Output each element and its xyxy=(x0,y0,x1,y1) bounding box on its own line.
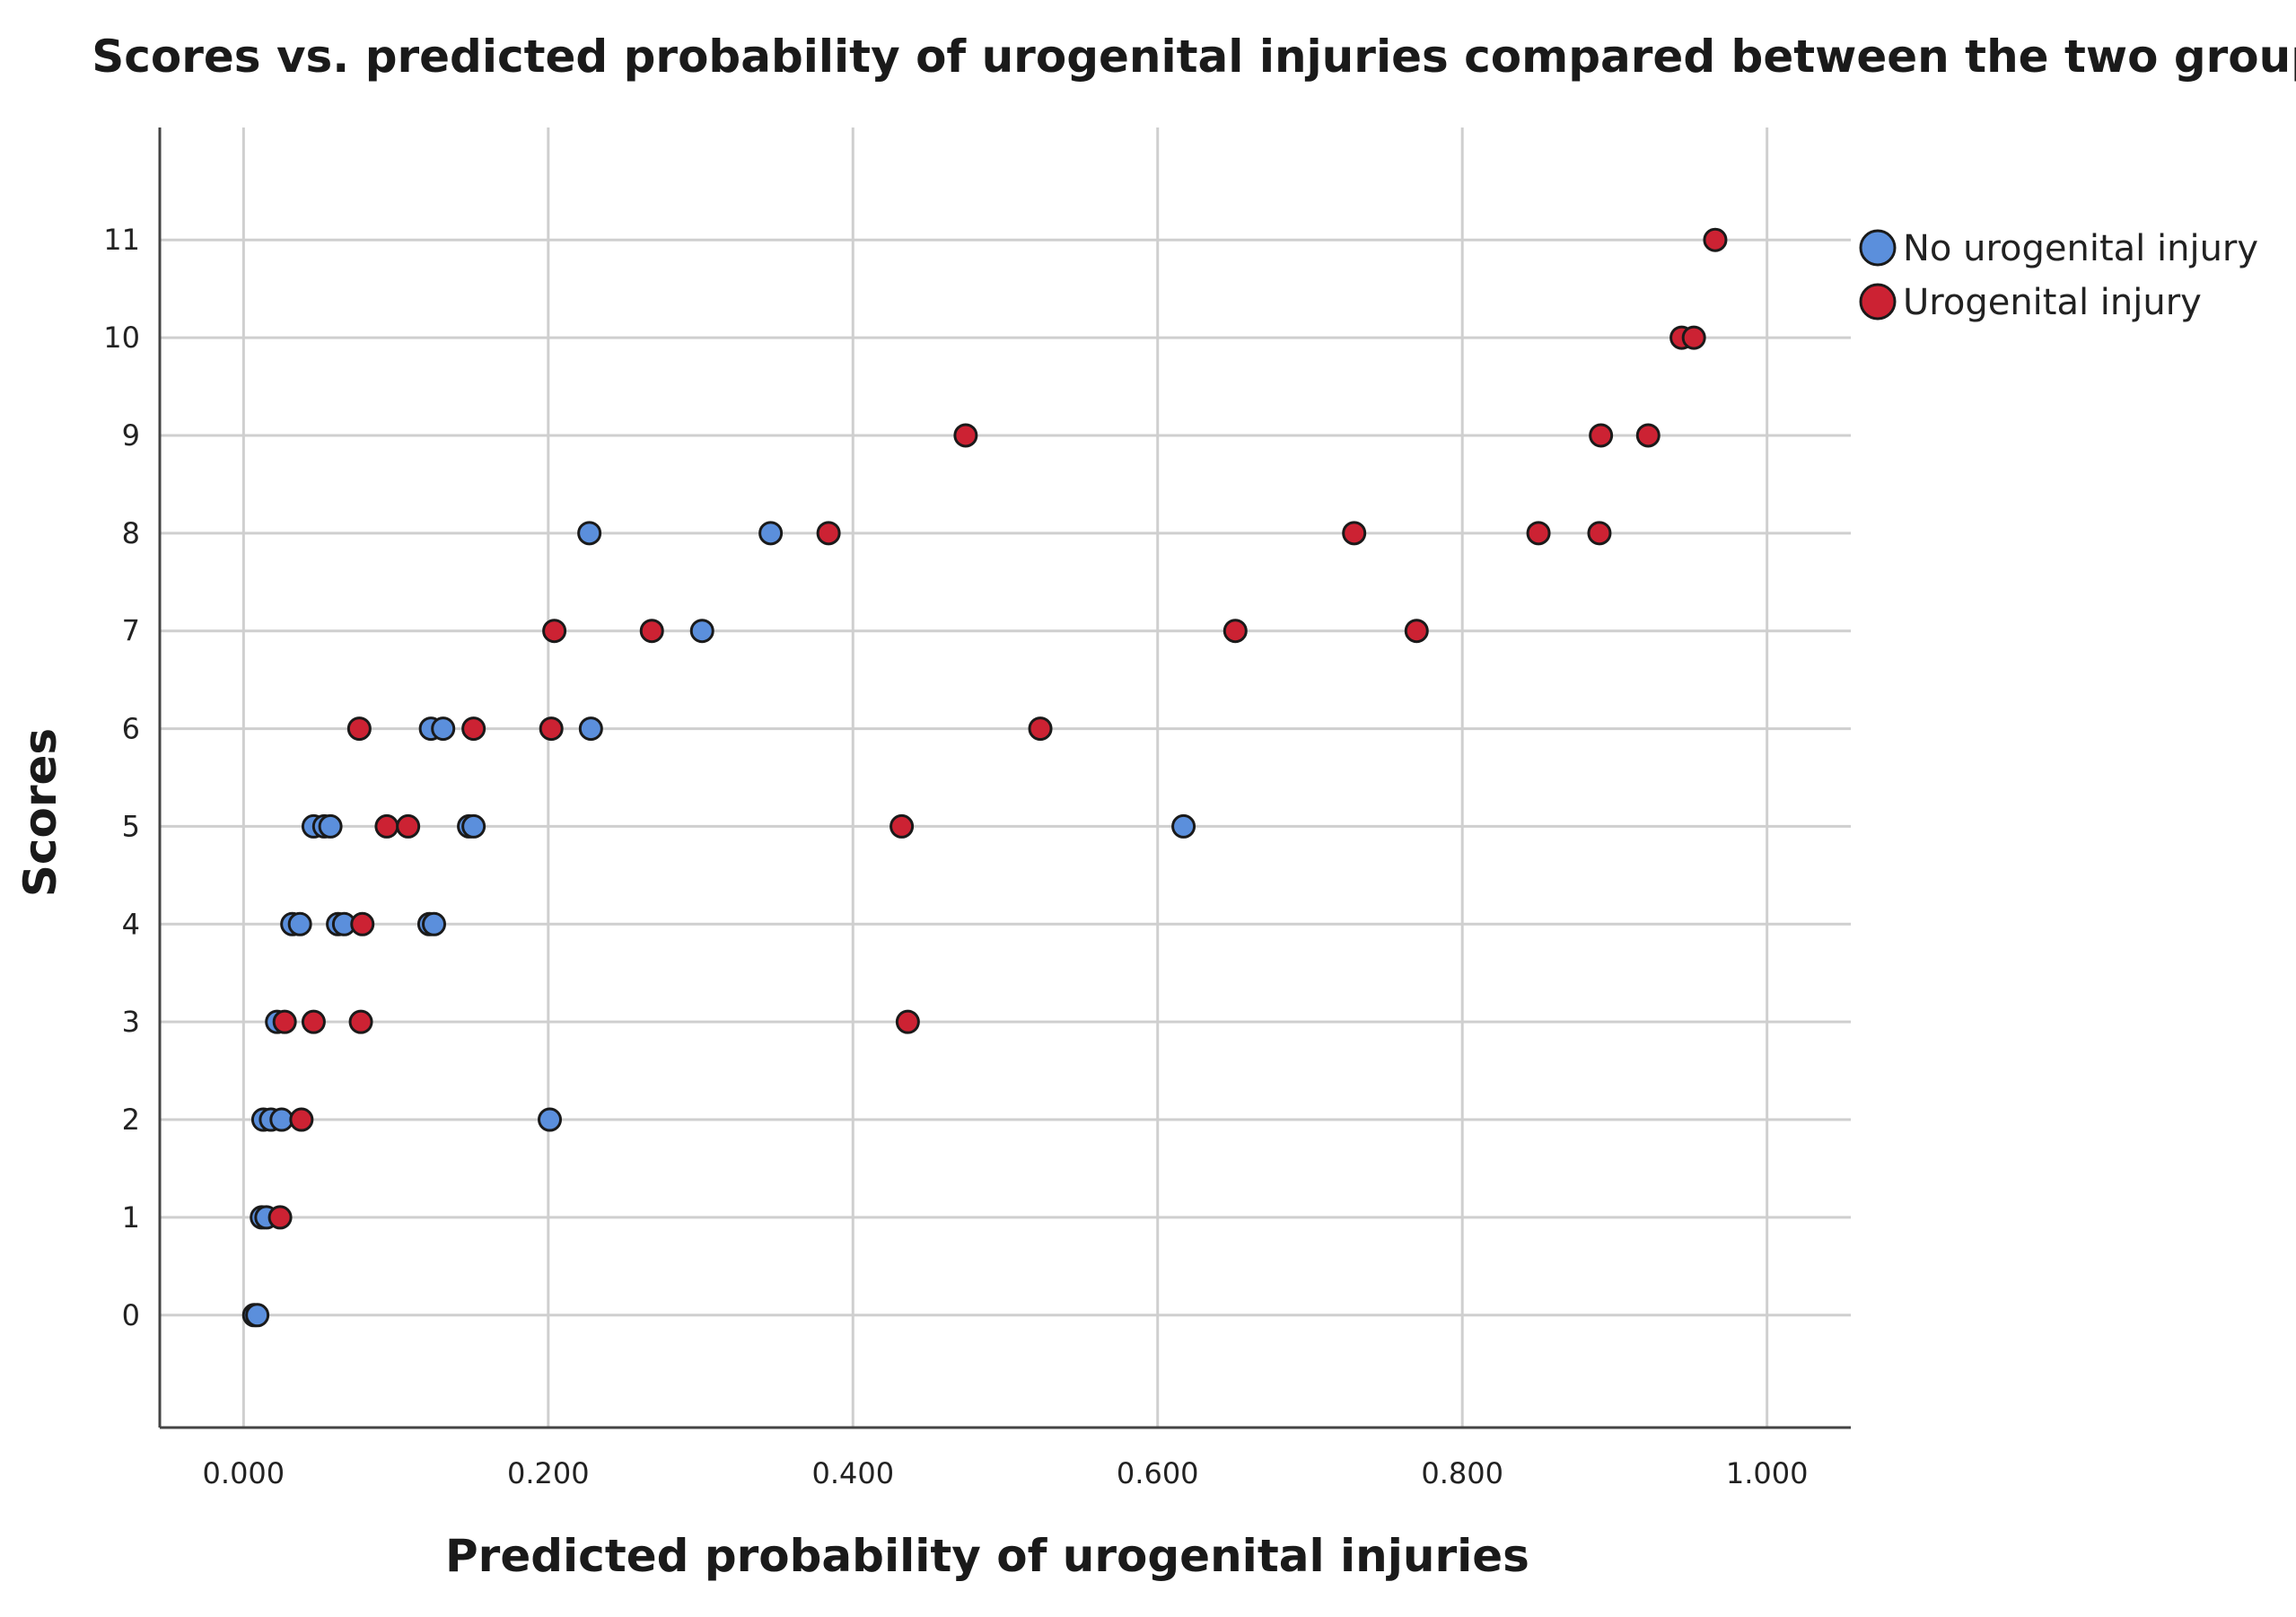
x-tick-label: 0.800 xyxy=(1421,1456,1503,1490)
injury-point xyxy=(289,1107,314,1132)
injury-point xyxy=(1681,325,1706,350)
x-tick-label: 0.400 xyxy=(811,1456,894,1490)
no-injury-point xyxy=(287,911,312,936)
y-tick-label: 9 xyxy=(122,418,140,453)
chart-title: Scores vs. predicted probability of urog… xyxy=(92,31,2296,83)
tick-labels: 0.000 0.200 0.400 0.600 0.800 1.000 0 1 2 3 4 5 6 7 8 9… xyxy=(103,223,1808,1490)
injury-point xyxy=(272,1009,297,1034)
data-points xyxy=(241,227,1728,1328)
axes xyxy=(158,127,1851,1429)
y-tick-label: 1 xyxy=(122,1200,140,1235)
legend-marker-no-injury xyxy=(1859,229,1897,267)
injury-point xyxy=(350,911,375,936)
injury-point xyxy=(895,1009,920,1034)
no-injury-point xyxy=(578,716,603,742)
legend-marker-injury xyxy=(1859,283,1897,321)
legend-label-no-injury: No urogenital injury xyxy=(1903,228,2258,269)
y-tick-label: 7 xyxy=(122,614,140,648)
injury-point xyxy=(1589,423,1614,448)
injury-point xyxy=(542,619,567,644)
no-injury-point xyxy=(318,813,343,839)
x-axis-title: Predicted probability of urogenital inju… xyxy=(445,1530,1529,1582)
no-injury-point xyxy=(269,1107,294,1132)
y-tick-label: 8 xyxy=(122,516,140,550)
injury-point xyxy=(267,1205,293,1230)
injury-point xyxy=(1222,619,1248,644)
injury-point xyxy=(816,521,841,546)
injury-point xyxy=(346,716,372,742)
legend: No urogenital injury Urogenital injury xyxy=(1859,228,2258,323)
injury-point xyxy=(1404,619,1429,644)
x-tick-label: 0.200 xyxy=(507,1456,590,1490)
injury-point xyxy=(1526,521,1551,546)
y-tick-label: 4 xyxy=(122,907,140,941)
no-injury-point xyxy=(422,911,447,936)
legend-label-injury: Urogenital injury xyxy=(1903,282,2202,323)
injury-point xyxy=(1635,423,1661,448)
y-tick-label: 0 xyxy=(122,1298,140,1332)
injury-point xyxy=(396,813,421,839)
injury-point xyxy=(539,716,564,742)
y-tick-label: 11 xyxy=(103,223,140,257)
x-tick-label: 0.600 xyxy=(1117,1456,1199,1490)
no-injury-point xyxy=(245,1303,270,1328)
no-injury-point xyxy=(538,1107,563,1132)
injury-point xyxy=(374,813,399,839)
y-axis-title: Scores xyxy=(14,728,66,897)
y-tick-label: 5 xyxy=(122,809,140,843)
injury-point xyxy=(889,813,915,839)
injury-point xyxy=(1703,227,1728,252)
no-injury-point xyxy=(689,619,714,644)
injury-point xyxy=(1587,521,1612,546)
y-tick-label: 6 xyxy=(122,712,140,746)
injury-point xyxy=(639,619,664,644)
injury-point xyxy=(461,716,486,742)
y-tick-label: 3 xyxy=(122,1005,140,1039)
injury-point xyxy=(1342,521,1367,546)
no-injury-point xyxy=(758,521,784,546)
x-tick-label: 1.000 xyxy=(1726,1456,1809,1490)
grid-lines xyxy=(160,127,1851,1428)
y-tick-label: 10 xyxy=(103,321,140,355)
no-injury-point xyxy=(577,521,602,546)
no-injury-point xyxy=(1171,813,1196,839)
injury-point xyxy=(348,1009,373,1034)
injury-point xyxy=(1028,716,1053,742)
x-tick-label: 0.000 xyxy=(203,1456,285,1490)
injury-point xyxy=(953,423,978,448)
injury-point xyxy=(301,1009,326,1034)
no-injury-point xyxy=(431,716,456,742)
no-injury-point xyxy=(461,813,486,839)
y-tick-label: 2 xyxy=(122,1103,140,1137)
